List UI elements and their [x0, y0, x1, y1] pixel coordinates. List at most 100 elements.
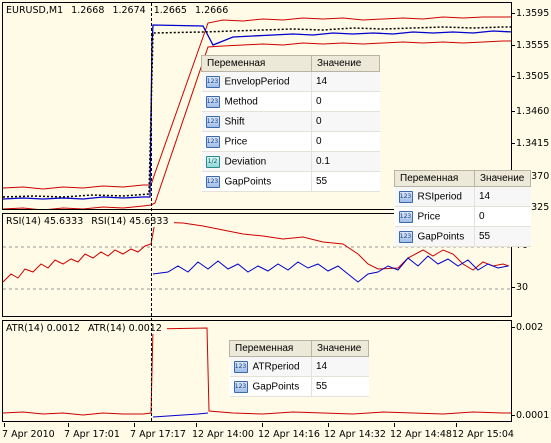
table-row[interactable]: 123 GapPoints 55	[229, 376, 369, 397]
variable-value: 0	[311, 131, 380, 152]
table-row[interactable]: 123 EnvelopPeriod 14	[201, 71, 380, 92]
int-icon: 123	[205, 175, 220, 188]
variable-name: ATRperiod	[252, 361, 300, 373]
price-tick: 1.3460	[512, 106, 549, 117]
atr-max-label: 0.002	[512, 322, 543, 333]
price-tick: 1.3415	[512, 138, 549, 149]
envelope-upper-line	[3, 16, 511, 190]
variable-name: Shift	[224, 116, 245, 128]
rsi-header: RSI(14) 45.6333 RSI(14) 45.6333	[6, 216, 174, 227]
rsi-title-1: RSI(14) 45.6333	[6, 216, 84, 227]
time-tick-mark	[4, 423, 5, 427]
variable-name: RSIperiod	[417, 191, 462, 203]
int-icon: 123	[205, 115, 220, 128]
atr-canvas	[3, 327, 511, 418]
variable-name: GapPoints	[224, 176, 272, 188]
variable-name: Price	[224, 136, 248, 148]
column-header-variable[interactable]: Переменная	[394, 170, 475, 187]
column-header-value[interactable]: Значение	[311, 340, 369, 357]
variable-name: Method	[224, 96, 258, 108]
atr-min-label: 0.0001	[512, 410, 549, 421]
variable-value: 14	[311, 71, 380, 92]
time-tick-mark	[394, 423, 395, 427]
price-bars-trace	[3, 26, 511, 198]
int-icon: 123	[398, 190, 413, 203]
atr-title-1: ATR(14) 0.0012	[6, 323, 80, 334]
int-icon: 123	[398, 210, 413, 223]
price-tick: 1.3505	[512, 71, 549, 82]
column-header-variable[interactable]: Переменная	[229, 340, 312, 357]
table-row[interactable]: 123 Price 0	[394, 206, 531, 227]
variable-value: 55	[311, 171, 380, 192]
variable-value: 14	[311, 356, 369, 377]
time-tick-mark	[196, 423, 197, 427]
price-tick: 1.3325	[512, 202, 549, 213]
price-line	[3, 24, 511, 200]
variable-value: 55	[311, 376, 369, 397]
int-icon: 123	[205, 135, 220, 148]
rsi-canvas	[3, 221, 511, 290]
time-tick-mark	[262, 423, 263, 427]
price-tick: 1.3595	[512, 8, 549, 19]
crosshair-vertical-line	[151, 3, 152, 421]
rsi-main-line	[152, 255, 509, 283]
chart-header: EURUSD,M1 1.2668 1.2674 1.2665 1.2666	[6, 5, 234, 16]
table-row[interactable]: 123 Method 0	[201, 91, 380, 112]
int-icon: 123	[233, 380, 248, 393]
time-tick-mark	[328, 423, 329, 427]
int-icon: 123	[398, 230, 413, 243]
table-row[interactable]: 123 RSIperiod 14	[394, 186, 531, 207]
rsi-params-table[interactable]: Переменная Значение 123 RSIperiod 14 123 Pr…	[394, 170, 531, 247]
variable-value: 0.1	[311, 151, 380, 172]
int-icon: 123	[205, 75, 220, 88]
price-tick: 1.3555	[512, 40, 549, 51]
variable-value: 0	[474, 206, 531, 227]
price-tick: 1.3370	[512, 171, 549, 182]
high-price: 1.2674	[112, 5, 146, 16]
variable-value: 55	[474, 226, 531, 247]
table-row[interactable]: 123 GapPoints 55	[201, 171, 380, 192]
atr-params-table[interactable]: Переменная Значение 123 ATRperiod 14 123 Ga…	[229, 340, 369, 397]
table-row[interactable]: 123 ATRperiod 14	[229, 356, 369, 377]
column-header-value[interactable]: Значение	[311, 55, 380, 72]
low-price: 1.2665	[153, 5, 187, 16]
time-tick-mark	[134, 423, 135, 427]
int-icon: 123	[205, 95, 220, 108]
variable-name: GapPoints	[252, 381, 300, 393]
variable-name: Price	[417, 211, 441, 223]
time-label: 12 Apr 14:32	[324, 429, 386, 440]
atr-header: ATR(14) 0.0012 ATR(14) 0.0012	[6, 323, 167, 334]
rsi-level-label-30: 30	[512, 282, 528, 293]
variable-value: 0	[311, 111, 380, 132]
column-header-variable[interactable]: Переменная	[201, 55, 312, 72]
price-scale: 1.3595 1.3555 1.3505 1.3460 1.3415 1.337…	[512, 0, 551, 213]
time-axis: 7 Apr 2010 7 Apr 17:01 7 Apr 17:17 12 Ap…	[0, 423, 551, 443]
variable-name: Deviation	[224, 156, 267, 168]
column-header-value[interactable]: Значение	[474, 170, 531, 187]
time-label: 12 Apr 15:04	[452, 429, 514, 440]
time-label: 12 Apr 14:00	[192, 429, 254, 440]
envelope-lower-line	[3, 40, 511, 209]
time-tick-mark	[68, 423, 69, 427]
close-price: 1.2666	[195, 5, 229, 16]
double-icon: 1/2	[205, 155, 220, 168]
envelope-params-table[interactable]: Переменная Значение 123 EnvelopPeriod 14 1…	[201, 55, 380, 192]
time-label: 7 Apr 17:17	[130, 429, 186, 440]
table-row[interactable]: 123 Price 0	[201, 131, 380, 152]
time-label: 12 Apr 14:48	[390, 429, 452, 440]
time-tick-mark	[456, 423, 457, 427]
rsi-title-2: RSI(14) 45.6333	[91, 216, 169, 227]
atr-scale: 0.002 0.0001	[512, 320, 551, 422]
price-chart-canvas	[3, 16, 511, 209]
table-row[interactable]: 1/2 Deviation 0.1	[201, 151, 380, 172]
open-price: 1.2668	[71, 5, 105, 16]
time-label: 7 Apr 17:01	[64, 429, 120, 440]
time-label: 12 Apr 14:16	[258, 429, 320, 440]
variable-value: 0	[311, 91, 380, 112]
symbol-label: EURUSD,M1	[6, 5, 64, 16]
atr-title-2: ATR(14) 0.0012	[87, 323, 162, 334]
table-row[interactable]: 123 GapPoints 55	[394, 226, 531, 247]
table-row[interactable]: 123 Shift 0	[201, 111, 380, 132]
int-icon: 123	[233, 360, 248, 373]
rsi-overlay-line	[3, 221, 510, 283]
